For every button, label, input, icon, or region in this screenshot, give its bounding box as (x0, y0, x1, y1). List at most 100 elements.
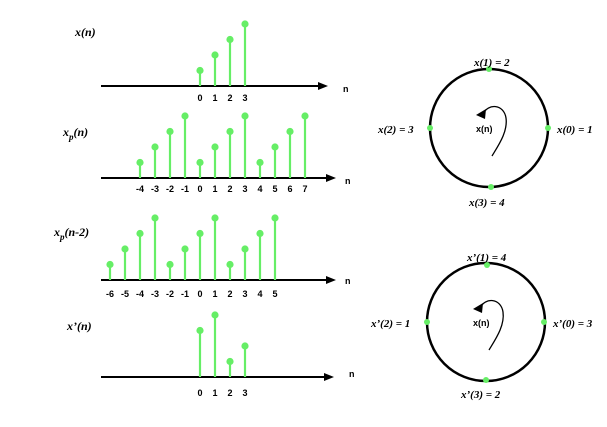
circle-label-top: x’(1) = 4 (466, 252, 507, 264)
tick-label: 5 (272, 289, 277, 299)
sample-marker (151, 214, 159, 222)
stem-group (136, 112, 309, 178)
tick-label: 1 (212, 184, 217, 194)
sample-marker (211, 214, 219, 222)
rotation-arrow (482, 105, 507, 157)
tick-label: -3 (151, 184, 159, 194)
tick-label: -1 (181, 289, 189, 299)
sample-marker (241, 20, 249, 28)
plot-label-x-n: x(n) (74, 25, 96, 39)
tick-label: -5 (121, 289, 129, 299)
circle-label-left: x(2) = 3 (377, 124, 414, 136)
plot-label-xp-n: xp(n) (62, 125, 88, 142)
sample-marker (226, 260, 234, 269)
tick-label: 2 (227, 289, 232, 299)
stem-group (196, 20, 249, 86)
tick-label: -2 (166, 289, 174, 299)
sample-marker (226, 35, 234, 44)
sample-marker (196, 326, 204, 335)
sample-marker (271, 214, 279, 222)
tick-label: 1 (212, 289, 217, 299)
sample-marker (241, 112, 249, 120)
tick-labels: -6 -5 -4 -3 -2 -1 0 1 2 3 4 5 (106, 289, 278, 299)
stem-group (196, 311, 249, 377)
plot-label-x-prime-n: x’(n) (66, 319, 92, 333)
sample-marker (211, 311, 219, 319)
sample-marker (256, 229, 264, 238)
tick-label: 4 (257, 289, 262, 299)
sample-marker (136, 158, 144, 167)
tick-label: 0 (197, 289, 202, 299)
sample-marker (136, 229, 144, 238)
tick-label: 2 (227, 184, 232, 194)
tick-label: 7 (302, 184, 307, 194)
plot-label-xp-n-minus-2: xp(n-2) (53, 225, 89, 242)
circle-point-left (427, 125, 433, 131)
axis-label-n: n (345, 276, 351, 286)
tick-label: 4 (257, 184, 262, 194)
tick-label: -4 (136, 289, 144, 299)
tick-label: -1 (181, 184, 189, 194)
tick-label: 5 (272, 184, 277, 194)
axis-arrowhead (324, 373, 334, 381)
sample-marker (226, 357, 234, 366)
tick-label: 2 (227, 93, 232, 103)
circle-label-bottom: x(3) = 4 (468, 197, 505, 209)
circle-center-label: x(n) (476, 124, 493, 134)
axis-label-n: n (349, 369, 355, 379)
tick-labels: -4 -3 -2 -1 0 1 2 3 4 5 6 7 (136, 184, 308, 194)
tick-label: 3 (242, 184, 247, 194)
circle-center-label: x(n) (473, 318, 490, 328)
circle-label-bottom: x’(3) = 2 (460, 389, 501, 401)
circle-label-left: x’(2) = 1 (370, 318, 410, 330)
sample-marker (196, 229, 204, 238)
circular-diagram-x-prime: x’(1) = 4 x’(2) = 1 x’(0) = 3 x’(3) = 2 … (370, 252, 593, 401)
circle-label-right: x’(0) = 3 (552, 318, 593, 330)
sample-marker (121, 245, 129, 253)
sample-marker (256, 158, 264, 167)
rotation-arrowhead (473, 303, 483, 313)
axis-arrowhead (326, 174, 336, 182)
tick-label: 1 (212, 388, 217, 398)
tick-label: 2 (227, 388, 232, 398)
tick-label: 1 (212, 93, 217, 103)
tick-label: 0 (197, 184, 202, 194)
circle-label-right: x(0) = 1 (556, 124, 593, 136)
sample-marker (196, 158, 204, 167)
circular-diagram-x: x(1) = 2 x(2) = 3 x(0) = 1 x(3) = 4 x(n) (377, 57, 593, 209)
circle-point-bottom (483, 377, 489, 383)
tick-label: -2 (166, 184, 174, 194)
axis-label-n: n (343, 84, 349, 94)
tick-label: 3 (242, 388, 247, 398)
sample-marker (181, 112, 189, 120)
sample-marker (106, 260, 114, 269)
sample-marker (271, 143, 279, 151)
sample-marker (301, 112, 309, 120)
sample-marker (241, 245, 249, 253)
sample-marker (211, 143, 219, 151)
circle-point-right (545, 125, 551, 131)
rotation-arrowhead (476, 109, 486, 119)
tick-label: -3 (151, 289, 159, 299)
rotation-arrow (479, 299, 504, 351)
sample-marker (226, 127, 234, 136)
tick-label: 0 (197, 93, 202, 103)
tick-label: -4 (136, 184, 144, 194)
stem-group (106, 214, 279, 280)
tick-label: 6 (287, 184, 292, 194)
circle-point-left (424, 319, 430, 325)
axis-label-n: n (345, 176, 351, 186)
tick-label: 3 (242, 93, 247, 103)
circle-point-top (486, 66, 492, 72)
tick-label: 3 (242, 289, 247, 299)
plot-xp-n: xp(n) n -4 -3 -2 -1 0 1 2 3 4 5 6 7 (62, 112, 351, 194)
sample-marker (181, 245, 189, 253)
axis-arrowhead (318, 82, 328, 90)
tick-label: -6 (106, 289, 114, 299)
